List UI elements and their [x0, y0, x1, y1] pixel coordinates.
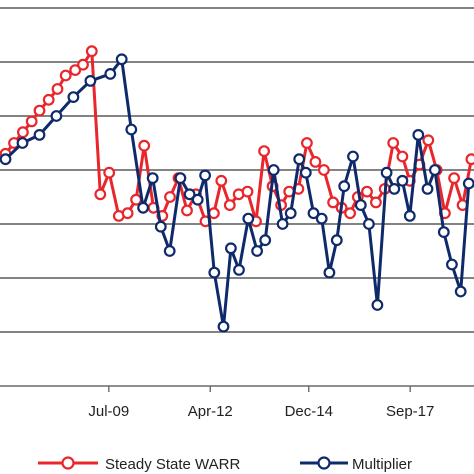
data-point [77, 58, 89, 71]
data-point [242, 212, 255, 225]
legend: Steady State WARR Multiplier [38, 456, 412, 473]
data-point [338, 180, 351, 193]
data-point [16, 137, 29, 149]
x-tick-label: Dec-14 [285, 403, 333, 420]
data-point [233, 264, 245, 276]
data-point [16, 126, 29, 139]
legend-marker-multiplier [317, 456, 331, 470]
data-point [258, 145, 271, 158]
data-point [437, 226, 450, 239]
data-point [396, 150, 409, 163]
data-point [293, 153, 306, 166]
data-point [421, 182, 434, 195]
x-tick-label: Sep-17 [386, 403, 434, 420]
data-point [207, 207, 220, 220]
data-point [25, 115, 38, 128]
data-point [276, 218, 289, 230]
data-point [50, 110, 63, 122]
data-point [284, 207, 297, 220]
data-point [103, 166, 116, 179]
data-point [327, 196, 340, 209]
data-point [125, 123, 138, 136]
data-point [323, 266, 336, 279]
data-point [42, 93, 55, 106]
series-layer [0, 45, 474, 333]
data-point [146, 172, 159, 185]
data-point [380, 166, 393, 179]
data-point [429, 164, 441, 176]
data-point [299, 166, 312, 179]
data-point [137, 201, 150, 214]
data-point [301, 137, 313, 149]
data-point [251, 245, 264, 257]
data-point [191, 193, 204, 206]
data-point [403, 209, 416, 222]
data-point [361, 185, 373, 198]
data-point [448, 172, 461, 185]
data-point [223, 199, 236, 212]
data-point [224, 242, 237, 255]
data-point [130, 193, 143, 206]
data-point [465, 153, 474, 166]
legend-label-warr: Steady State WARR [105, 456, 240, 473]
data-point [307, 207, 320, 220]
data-point [138, 139, 151, 152]
data-point [330, 234, 343, 247]
data-point [51, 83, 64, 95]
data-point [84, 74, 97, 87]
data-point [446, 258, 458, 271]
data-point [354, 199, 367, 212]
data-point [174, 172, 187, 185]
data-point [454, 285, 467, 298]
data-point [94, 188, 107, 201]
data-point [104, 67, 117, 80]
x-tick-label: Apr-12 [188, 403, 233, 420]
data-point [315, 212, 328, 225]
x-axis: Jul-09 Apr-12 Dec-14 Sep-17 [0, 385, 474, 420]
data-point [33, 128, 46, 141]
data-point [69, 64, 82, 76]
data-point [0, 153, 12, 166]
data-point [67, 91, 80, 103]
series-0 [0, 45, 474, 228]
legend-item-multiplier: Multiplier [300, 456, 412, 473]
data-point [85, 45, 98, 58]
legend-label-multiplier: Multiplier [352, 456, 412, 473]
data-point [422, 134, 435, 147]
data-point [259, 234, 272, 247]
data-point [217, 320, 230, 333]
x-tick-label: Jul-09 [88, 403, 129, 420]
series-1 [0, 53, 474, 333]
data-point [462, 177, 474, 190]
data-point [163, 245, 176, 257]
data-point [309, 155, 322, 168]
legend-marker-warr [61, 456, 75, 470]
data-point [371, 299, 384, 311]
data-point [121, 207, 134, 220]
data-point [412, 128, 425, 141]
data-point [370, 196, 382, 209]
data-point [181, 204, 193, 217]
gridlines [0, 7, 474, 333]
data-point [164, 191, 176, 203]
data-point [363, 218, 375, 230]
legend-item-warr: Steady State WARR [38, 456, 240, 473]
data-point [59, 69, 72, 82]
data-point [241, 185, 254, 198]
data-point [33, 104, 46, 117]
data-point [183, 188, 196, 201]
data-point [347, 150, 359, 163]
data-point [115, 53, 128, 66]
data-point [208, 266, 221, 279]
data-point [318, 164, 330, 176]
data-point [344, 207, 357, 220]
data-point [388, 182, 401, 195]
data-point [154, 220, 167, 233]
data-point [199, 169, 212, 182]
data-point [267, 164, 280, 176]
data-point [387, 137, 400, 149]
data-point [396, 174, 409, 187]
data-point [215, 174, 228, 187]
